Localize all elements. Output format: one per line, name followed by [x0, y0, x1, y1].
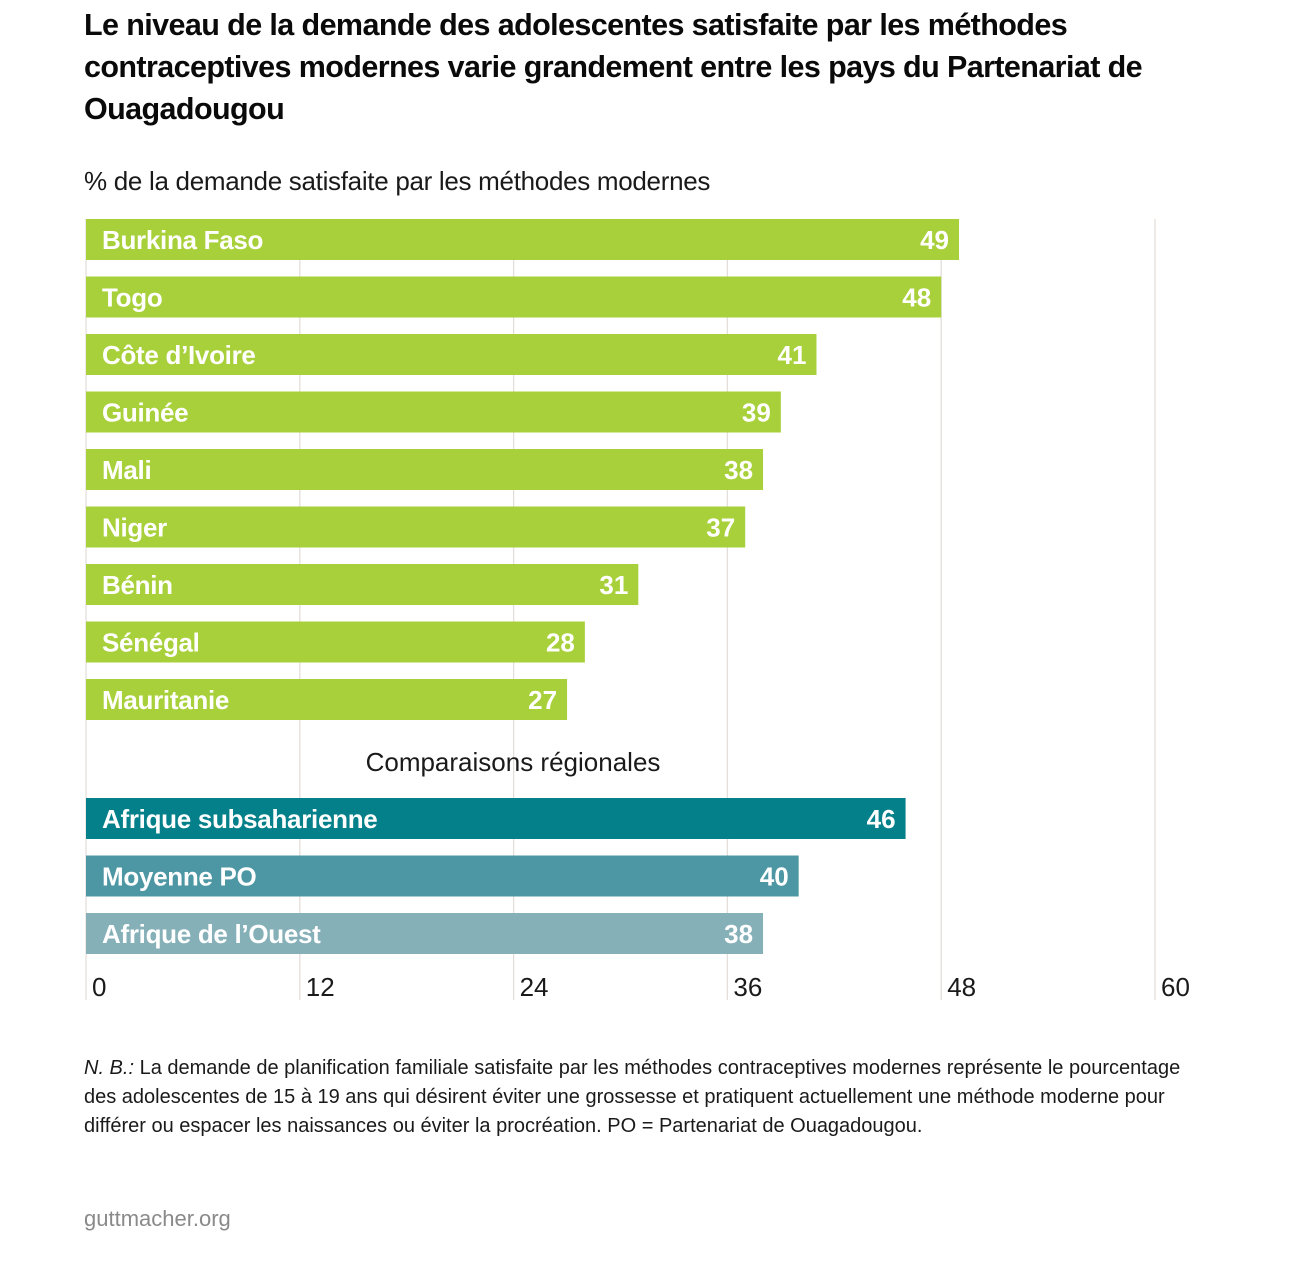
bar [86, 219, 960, 260]
bar-value-label: 38 [724, 919, 753, 949]
x-tick-label: 48 [947, 972, 976, 1002]
bar-category-label: Bénin [102, 570, 173, 600]
x-tick-label: 36 [733, 972, 762, 1002]
footnote: N. B.: La demande de planification famil… [84, 1054, 1204, 1141]
bar-group: Moyenne PO 40 [86, 855, 799, 897]
bar-category-label: Afrique subsaharienne [102, 804, 377, 834]
bar-group: Sénégal 28 [86, 621, 585, 663]
bar-value-label: 49 [920, 225, 949, 255]
bar [86, 506, 746, 548]
bar-value-label: 48 [902, 283, 931, 313]
bar-category-label: Guinée [102, 398, 188, 428]
bar-group: Côte d’Ivoire 41 [86, 334, 817, 375]
footnote-label: N. B.: [84, 1057, 135, 1079]
bar-group: Niger 37 [86, 506, 746, 548]
bar-value-label: 37 [706, 513, 735, 543]
bar [86, 798, 906, 839]
regional-comparisons-label: Comparaisons régionales [366, 747, 661, 777]
bar-group: Guinée 39 [86, 391, 781, 433]
bar-category-label: Côte d’Ivoire [102, 340, 256, 370]
bar-value-label: 39 [742, 398, 771, 428]
bar [86, 679, 568, 720]
bar-category-label: Togo [102, 283, 162, 313]
bar-category-label: Mali [102, 455, 151, 485]
bar-category-label: Afrique de l’Ouest [102, 919, 321, 949]
bar-group: Bénin 31 [86, 564, 639, 605]
bar [86, 621, 585, 663]
bar-category-label: Sénégal [102, 628, 200, 658]
bar [86, 334, 817, 375]
bar [86, 391, 781, 433]
x-tick-label: 0 [92, 972, 106, 1002]
bar-value-label: 38 [724, 455, 753, 485]
chart-subtitle: % de la demande satisfaite par les métho… [84, 166, 711, 196]
x-tick-label: 12 [306, 972, 335, 1002]
bar-group: Mali 38 [86, 449, 764, 490]
bars: Burkina Faso 49 Togo 48 Côte d’Ivoire 41 Guiné… [86, 219, 960, 954]
bar-category-label: Mauritanie [102, 685, 229, 715]
bar [86, 276, 942, 318]
bar [86, 913, 764, 954]
source-credit: guttmacher.org [84, 1206, 231, 1231]
bar-category-label: Burkina Faso [102, 225, 263, 255]
x-tick-label: 24 [520, 972, 549, 1002]
footnote-text: La demande de planification familiale sa… [84, 1057, 1181, 1137]
bar-value-label: 28 [546, 628, 575, 658]
bar-value-label: 41 [778, 340, 807, 370]
bar-group: Afrique de l’Ouest 38 [86, 913, 764, 954]
bar-group: Mauritanie 27 [86, 679, 568, 720]
bar [86, 855, 799, 897]
bar-value-label: 46 [867, 804, 896, 834]
x-tick-label: 60 [1161, 972, 1190, 1002]
bar-value-label: 27 [528, 685, 557, 715]
bar-category-label: Niger [102, 513, 167, 543]
x-axis-ticks: 0 12 24 36 48 60 [92, 972, 1190, 1002]
bar-category-label: Moyenne PO [102, 862, 257, 892]
bar [86, 449, 764, 490]
bar-value-label: 31 [599, 570, 628, 600]
chart-title: Le niveau de la demande des adolescentes… [84, 8, 1143, 126]
bar-group: Togo 48 [86, 276, 942, 318]
bar [86, 564, 639, 605]
bar-chart: Burkina Faso 49 Togo 48 Côte d’Ivoire 41 Guiné… [85, 219, 1190, 1002]
bar-group: Afrique subsaharienne 46 [86, 798, 906, 839]
bar-value-label: 40 [760, 862, 789, 892]
bar-group: Burkina Faso 49 [86, 219, 960, 260]
